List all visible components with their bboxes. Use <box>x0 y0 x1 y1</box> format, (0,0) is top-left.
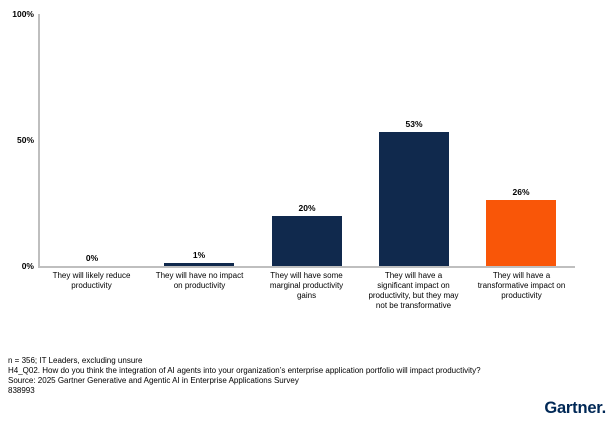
bar-value-label: 26% <box>512 187 530 197</box>
bar-value-label: 53% <box>405 119 423 129</box>
bar-value-label: 20% <box>298 203 316 213</box>
category-label: They will likely reduce productivity <box>52 271 131 290</box>
x-axis-line <box>38 266 575 268</box>
category-label: They will have a transformative impact o… <box>477 271 566 300</box>
footnote-source: Source: 2025 Gartner Generative and Agen… <box>8 376 299 385</box>
bar-3 <box>272 216 342 266</box>
footnotes: n = 356; IT Leaders, excluding unsure H4… <box>8 356 481 396</box>
category-label: They will have some marginal productivit… <box>269 271 344 300</box>
bar-5 <box>486 200 556 266</box>
gartner-logo: Gartner. <box>544 399 606 417</box>
bar-value-label: 0% <box>85 253 99 263</box>
bar-2 <box>164 263 234 266</box>
footnote-doc-id: 838993 <box>8 386 35 395</box>
bar-chart: 0% 50% 100% 0% They will likely reduce produ… <box>12 9 575 310</box>
y-tick-label: 0% <box>21 261 34 271</box>
footnote-sample-size: n = 356; IT Leaders, excluding unsure <box>8 356 143 365</box>
y-tick-label: 50% <box>16 135 34 145</box>
bar-4 <box>379 132 449 266</box>
y-tick-label: 100% <box>12 9 34 19</box>
y-axis-line <box>38 14 40 266</box>
footnote-question: H4_Q02. How do you think the integration… <box>8 366 481 375</box>
bar-value-label: 1% <box>192 250 206 260</box>
category-label: They will have no impact on productivity <box>155 271 244 290</box>
category-label: They will have a significant impact on p… <box>368 271 459 310</box>
